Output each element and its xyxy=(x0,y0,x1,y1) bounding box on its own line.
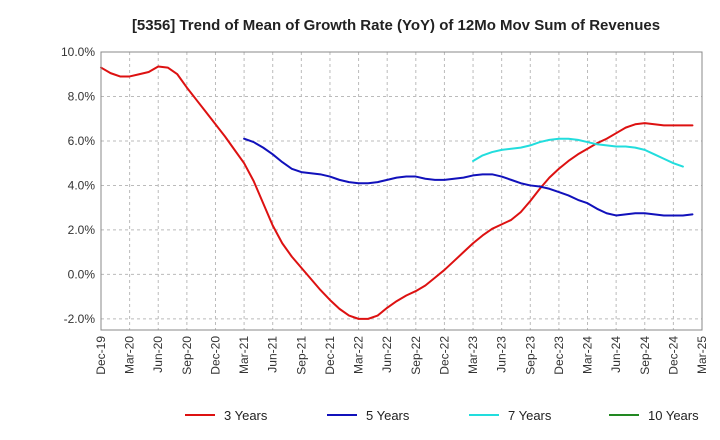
x-tick-label: Mar-23 xyxy=(466,336,480,374)
x-tick-label: Sep-22 xyxy=(409,336,423,375)
legend-item-3-years: 3 Years xyxy=(185,408,268,423)
x-tick-label: Sep-24 xyxy=(638,336,652,375)
y-tick-label: 2.0% xyxy=(68,223,96,237)
x-tick-label: Jun-22 xyxy=(380,336,394,373)
x-tick-label: Jun-20 xyxy=(151,336,165,373)
x-tick-label: Jun-24 xyxy=(609,336,623,373)
x-tick-label: Sep-23 xyxy=(523,336,537,375)
x-axis: Dec-19 Mar-20 Jun-20 Sep-20 Dec-20 Mar-21 Jun-… xyxy=(94,336,709,375)
series-line-5-years xyxy=(243,137,694,217)
legend-label: 5 Years xyxy=(366,408,410,423)
legend-item-10-years: 10 Years xyxy=(609,408,699,423)
x-tick-label: Dec-20 xyxy=(208,336,222,375)
legend-label: 3 Years xyxy=(224,408,268,423)
y-tick-label: 6.0% xyxy=(68,134,96,148)
x-tick-label: Mar-21 xyxy=(237,336,251,374)
x-tick-label: Mar-24 xyxy=(581,336,595,374)
y-tick-label: 4.0% xyxy=(68,178,96,192)
legend: 3 Years 5 Years 7 Years 10 Years xyxy=(185,408,699,423)
legend-item-7-years: 7 Years xyxy=(469,408,552,423)
x-tick-label: Dec-22 xyxy=(437,336,451,375)
y-tick-label: 10.0% xyxy=(61,45,95,59)
series-line-3-years xyxy=(100,65,694,320)
x-tick-label: Jun-21 xyxy=(266,336,280,373)
x-tick-label: Mar-20 xyxy=(123,336,137,374)
legend-item-5-years: 5 Years xyxy=(327,408,410,423)
x-tick-label: Dec-23 xyxy=(552,336,566,375)
series-lines xyxy=(100,65,694,320)
x-tick-label: Dec-24 xyxy=(666,336,680,375)
y-tick-label: 0.0% xyxy=(68,267,96,281)
x-tick-label: Mar-22 xyxy=(352,336,366,374)
legend-label: 10 Years xyxy=(648,408,699,423)
series-line-7-years xyxy=(472,137,684,168)
x-tick-label: Jun-23 xyxy=(495,336,509,373)
plot-area-frame xyxy=(100,51,703,331)
x-tick-label: Sep-20 xyxy=(180,336,194,375)
x-tick-label: Mar-25 xyxy=(695,336,709,374)
chart-title: [5356] Trend of Mean of Growth Rate (YoY… xyxy=(132,17,660,34)
y-tick-label: -2.0% xyxy=(64,312,96,326)
x-tick-label: Dec-19 xyxy=(94,336,108,375)
y-axis: -2.0% 0.0% 2.0% 4.0% 6.0% 8.0% 10.0% xyxy=(61,45,95,326)
legend-label: 7 Years xyxy=(508,408,552,423)
y-tick-label: 8.0% xyxy=(68,89,96,103)
x-tick-label: Sep-21 xyxy=(294,336,308,375)
x-tick-label: Dec-21 xyxy=(323,336,337,375)
